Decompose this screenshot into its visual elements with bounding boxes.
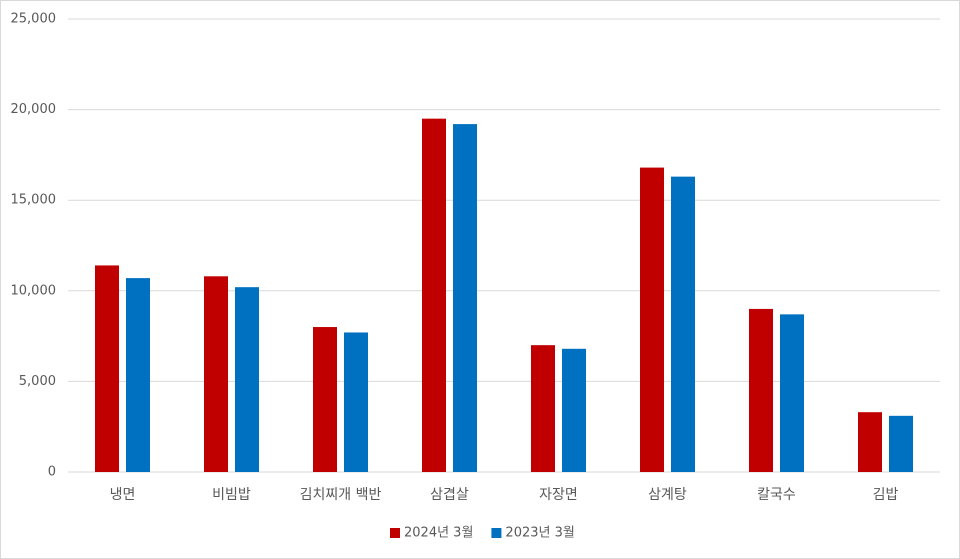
bar xyxy=(671,176,695,473)
x-tick-label: 칼국수 xyxy=(757,487,796,503)
bar xyxy=(204,276,228,472)
legend-label: 2023년 3월 xyxy=(505,526,574,541)
x-tick-label: 삼겹살 xyxy=(430,487,469,503)
bar xyxy=(235,287,259,472)
bar xyxy=(749,308,773,472)
y-tick-label: 10,000 xyxy=(11,283,57,298)
bar xyxy=(780,314,804,472)
y-tick-label: 15,000 xyxy=(11,193,57,208)
y-tick-label: 0 xyxy=(48,465,56,480)
bar xyxy=(640,167,664,473)
bar xyxy=(95,265,119,472)
y-tick-label: 20,000 xyxy=(11,102,57,117)
x-tick-label: 김밥 xyxy=(873,487,899,503)
x-tick-label: 비빔밥 xyxy=(212,487,251,503)
legend-label: 2024년 3월 xyxy=(404,526,473,541)
bar xyxy=(126,278,150,472)
legend-swatch xyxy=(491,528,502,538)
x-tick-label: 삼계탕 xyxy=(648,487,687,503)
bar xyxy=(313,327,337,472)
y-tick-label: 25,000 xyxy=(11,12,57,27)
x-tick-label: 김치찌개 백반 xyxy=(300,487,382,503)
legend-swatch xyxy=(390,528,400,538)
bar xyxy=(422,118,446,472)
bar xyxy=(562,348,586,472)
bar xyxy=(344,332,368,472)
bar xyxy=(531,345,555,472)
bar xyxy=(858,412,882,472)
x-tick-label: 자장면 xyxy=(539,487,578,503)
bar xyxy=(453,124,477,472)
bar xyxy=(889,415,913,472)
x-tick-label: 냉면 xyxy=(110,487,136,503)
y-tick-label: 5,000 xyxy=(19,374,56,389)
